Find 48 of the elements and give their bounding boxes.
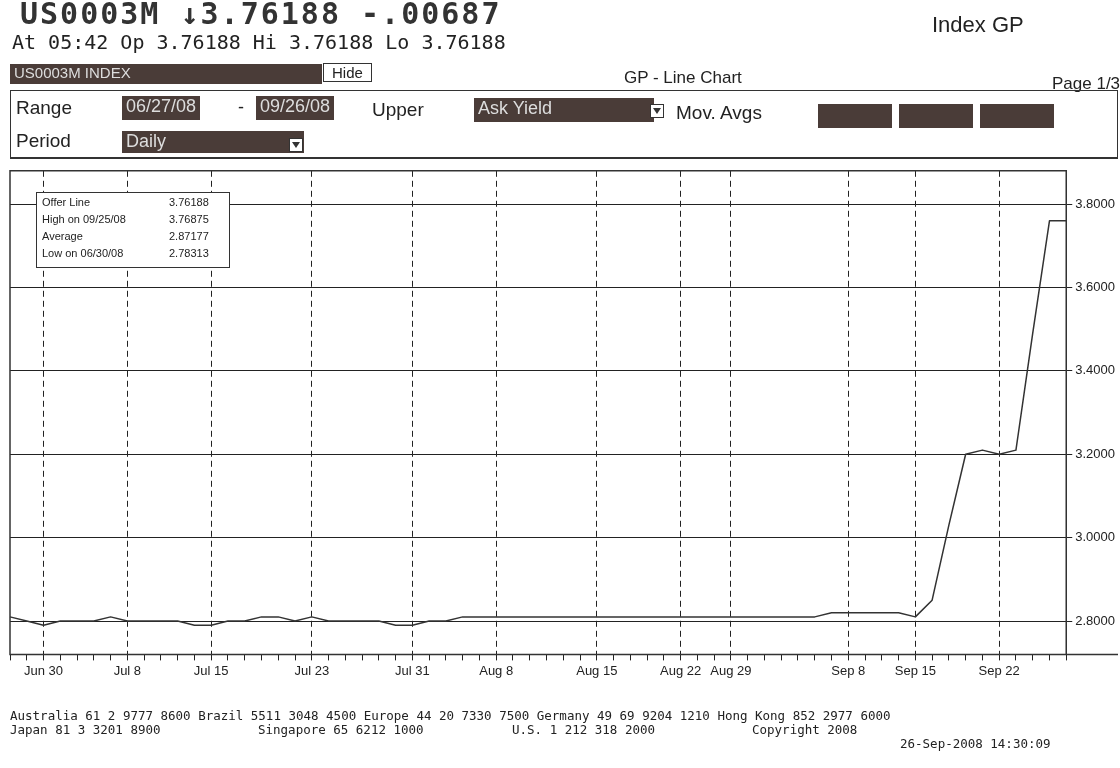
y-tick-label: 3.0000 bbox=[1075, 529, 1115, 545]
x-tick-label: Sep 22 bbox=[978, 662, 1020, 678]
text: Range bbox=[16, 97, 72, 119]
text: Hide bbox=[323, 63, 372, 82]
y-tick-label: 3.8000 bbox=[1075, 195, 1115, 211]
x-tick-label: Aug 22 bbox=[660, 662, 702, 678]
annotation: 3.76188 bbox=[169, 196, 209, 208]
x-tick-label: Jul 31 bbox=[395, 662, 430, 678]
text: Index GP bbox=[932, 12, 1024, 38]
annotation: Offer Line bbox=[42, 196, 91, 208]
annotation: 2.87177 bbox=[169, 230, 209, 242]
text: 09/26/08 bbox=[256, 96, 335, 120]
x-tick-label: Jun 30 bbox=[24, 662, 64, 678]
annotation: Average bbox=[42, 230, 83, 242]
text: Page 1/3 bbox=[1052, 74, 1120, 94]
text: Mov. Avgs bbox=[676, 102, 762, 124]
text: 06/27/08 bbox=[122, 96, 201, 120]
x-tick-label: Jul 23 bbox=[294, 662, 330, 678]
y-tick-label: 2.8000 bbox=[1075, 612, 1115, 628]
text: - bbox=[238, 97, 244, 118]
text: Daily bbox=[122, 131, 304, 153]
text: 26-Sep-2008 14:30:09 bbox=[900, 736, 1051, 751]
annotation: Low on 06/30/08 bbox=[42, 247, 124, 259]
text: GP - Line Chart bbox=[624, 68, 742, 88]
x-tick-label: Aug 8 bbox=[479, 662, 514, 678]
text: Australia 61 2 9777 8600 Brazil 5511 3048 4500 Europe 44 20 7330 7500 Germany 49 69 9204 1210 Hong Kong 852 2977 6000 bbox=[10, 708, 891, 723]
chart-title: US0003M ↓3.76188 -.00687 bbox=[20, 0, 502, 31]
x-tick-label: Jul 15 bbox=[193, 662, 229, 678]
text: Singapore 65 6212 1000 bbox=[258, 722, 424, 737]
y-tick-label: 3.6000 bbox=[1075, 279, 1115, 295]
text: Japan 81 3 3201 8900 bbox=[10, 722, 161, 737]
chart-subtitle: At 05:42 Op 3.76188 Hi 3.76188 Lo 3.76188 bbox=[12, 30, 506, 54]
text: Ask Yield bbox=[474, 98, 654, 122]
x-tick-label: Sep 8 bbox=[831, 662, 866, 678]
annotation: 2.78313 bbox=[169, 247, 209, 259]
x-tick-label: Aug 15 bbox=[576, 662, 618, 678]
x-tick-label: Aug 29 bbox=[710, 662, 752, 678]
text: US0003M INDEX bbox=[10, 64, 322, 84]
annotation: 3.76875 bbox=[169, 213, 209, 225]
text: Copyright 2008 bbox=[752, 722, 858, 737]
text: Upper bbox=[372, 99, 424, 121]
y-tick-label: 3.2000 bbox=[1075, 445, 1115, 461]
text: Period bbox=[16, 130, 71, 152]
x-tick-label: Jul 8 bbox=[113, 662, 142, 678]
annotation: High on 09/25/08 bbox=[42, 213, 126, 225]
text: U.S. 1 212 318 2000 bbox=[512, 722, 655, 737]
x-tick-label: Sep 15 bbox=[894, 662, 936, 678]
y-tick-label: 3.4000 bbox=[1075, 362, 1115, 378]
